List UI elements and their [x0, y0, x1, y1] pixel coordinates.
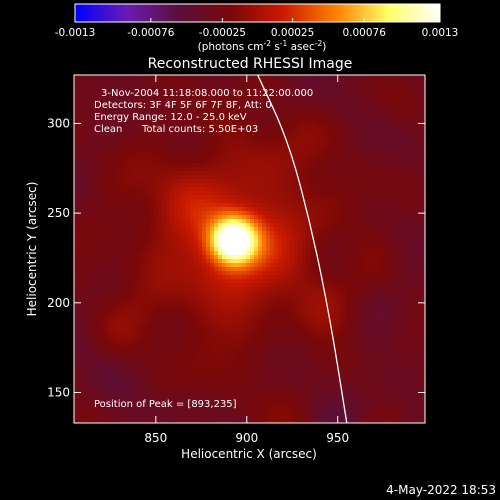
y-axis-ticks: 150 200 250 300 [47, 116, 425, 400]
y-axis-label: Heliocentric Y (arcsec) [25, 182, 39, 317]
colorbar-units: (photons cm-2 s-1 asec-2) [198, 39, 327, 53]
heatmap-image [74, 75, 425, 423]
plot-frame [73, 74, 426, 424]
colorbar-tick-label: 0.00076 [342, 27, 386, 39]
x-axis-label: Heliocentric X (arcsec) [181, 447, 317, 461]
colorbar-tick-label: 0.0013 [422, 27, 459, 39]
annotation-detectors: Detectors: 3F 4F 5F 6F 7F 8F, Att: 0 [94, 100, 272, 111]
colorbar-tick-label: -0.00076 [127, 27, 175, 39]
colorbar [74, 3, 441, 23]
x-axis-ticks: 850 900 950 [144, 75, 349, 445]
y-tick-label: 200 [47, 296, 70, 310]
footer-date: 4-May-2022 18:53 [386, 483, 496, 497]
x-tick-label: 850 [144, 431, 167, 445]
y-tick-label: 250 [47, 206, 70, 220]
annotation-peak-position: Position of Peak = [893,235] [94, 399, 237, 410]
colorbar-tick-label: -0.0013 [55, 27, 96, 39]
annotation-clean: Clean [94, 124, 122, 135]
annotation-total-counts: Total counts: 5.50E+03 [141, 124, 258, 135]
y-tick-label: 150 [47, 386, 70, 400]
chart-title: Reconstructed RHESSI Image [148, 56, 353, 72]
y-tick-label: 300 [47, 116, 70, 130]
annotation-time-range: 3-Nov-2004 11:18:08.000 to 11:22:00.000 [101, 88, 313, 99]
solar-limb-line [257, 75, 348, 423]
colorbar-ticks: -0.0013 -0.00076 -0.00025 0.00025 0.00076 0.0… [55, 18, 459, 39]
colorbar-tick-label: -0.00025 [199, 27, 246, 39]
colorbar-tick-label: 0.00025 [271, 27, 314, 39]
annotation-energy-range: Energy Range: 12.0 - 25.0 keV [94, 112, 247, 123]
x-tick-label: 950 [326, 431, 349, 445]
x-tick-label: 900 [235, 431, 258, 445]
